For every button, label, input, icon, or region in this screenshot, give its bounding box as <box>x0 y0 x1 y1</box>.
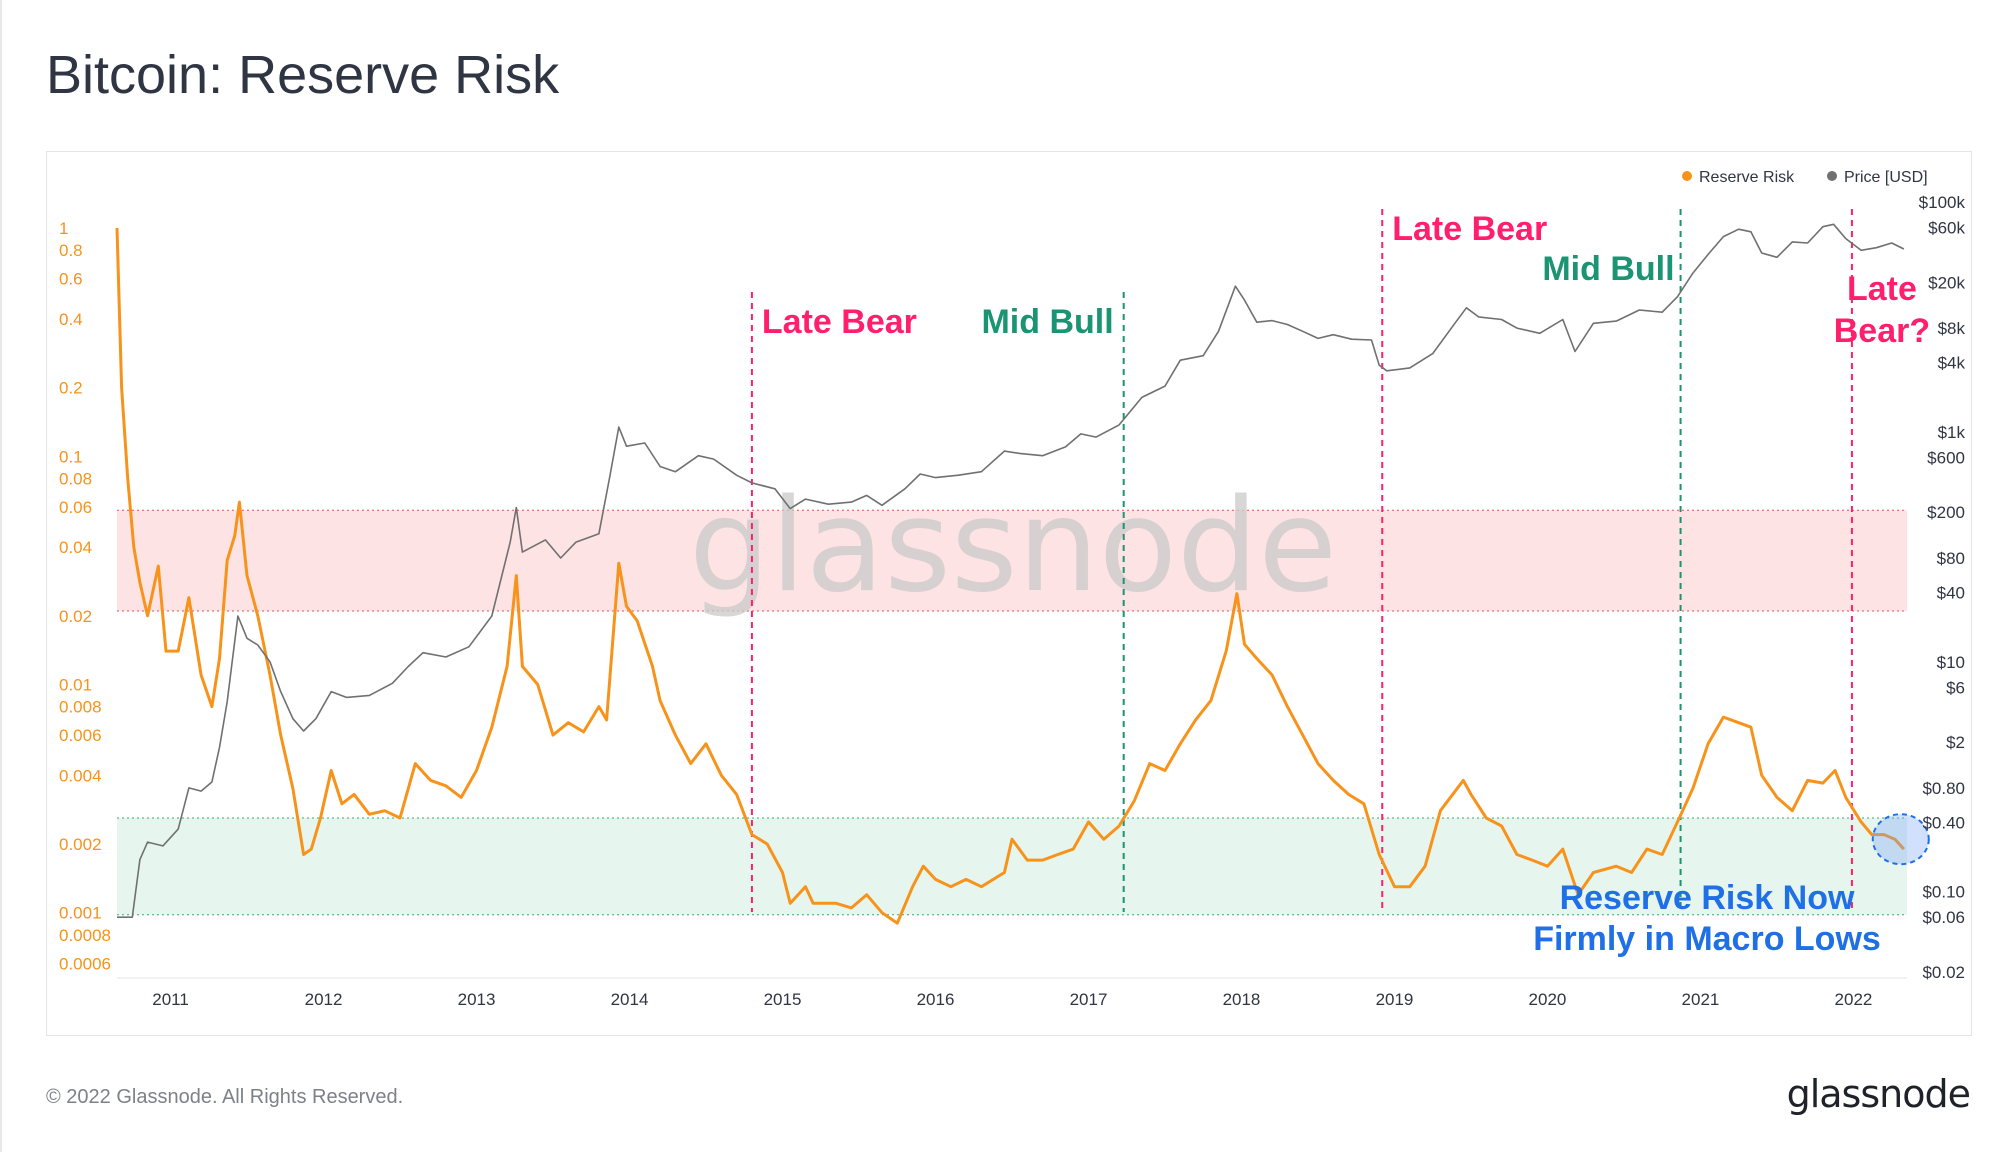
y-right-tick-label: $200 <box>1927 503 1965 522</box>
y-right-tick-label: $4k <box>1938 354 1966 373</box>
annotation-label-reserve-risk-line2: Firmly in Macro Lows <box>1533 920 1881 958</box>
y-right-tick-label: $0.80 <box>1922 779 1965 798</box>
y-right-tick-label: $20k <box>1928 273 1965 292</box>
chart-frame: glassnode 1 0.8 0.6 0.4 0.2 0.1 0.08 0.06 0.04 0.… <box>46 151 1972 1036</box>
y-left-tick-label: 0.008 <box>59 698 102 717</box>
axes-layer: 1 0.8 0.6 0.4 0.2 0.1 0.08 0.06 0.04 0.02 0.01 0.00… <box>59 193 1965 1009</box>
y-right-tick-label: $60k <box>1928 218 1965 237</box>
y-left-tick-label: 0.06 <box>59 498 92 517</box>
x-tick-label: 2018 <box>1223 990 1261 1009</box>
annotation-label-late-bear-q-line1: Late <box>1847 270 1917 308</box>
page-left-border <box>0 0 2 1152</box>
low-risk-band <box>117 818 1907 915</box>
y-left-tick-label: 0.0006 <box>59 954 111 973</box>
y-left-tick-label: 0.002 <box>59 835 102 854</box>
x-tick-label: 2021 <box>1682 990 1720 1009</box>
y-left-tick-label: 0.006 <box>59 726 102 745</box>
annotation-lines-layer <box>750 209 1853 912</box>
y-right-tick-label: $8k <box>1938 319 1966 338</box>
y-right-tick-label: $40 <box>1937 584 1965 603</box>
annotation-label-reserve-risk-line1: Reserve Risk Now <box>1560 879 1855 917</box>
y-right-tick-label: $6 <box>1946 678 1965 697</box>
y-right-tick-label: $1k <box>1938 423 1966 442</box>
x-tick-label: 2022 <box>1835 990 1873 1009</box>
annotation-label-late-bear-2018: Late Bear <box>1392 210 1547 248</box>
current-value-highlight <box>1871 813 1930 866</box>
y-left-tick-label: 0.8 <box>59 241 83 260</box>
x-tick-label: 2020 <box>1529 990 1567 1009</box>
legend: Reserve Risk Price [USD] <box>1682 169 1928 186</box>
y-left-tick-label: 0.2 <box>59 379 83 398</box>
x-tick-label: 2014 <box>611 990 649 1009</box>
y-right-tick-label: $0.02 <box>1922 963 1965 982</box>
legend-marker <box>1827 171 1837 181</box>
y-left-tick-label: 0.6 <box>59 270 83 289</box>
y-left-tick-label: 0.004 <box>59 766 102 785</box>
y-right-tick-label: $100k <box>1919 193 1966 212</box>
x-tick-label: 2016 <box>917 990 955 1009</box>
price-series-line <box>117 223 1905 918</box>
x-tick-label: 2013 <box>458 990 496 1009</box>
annotation-label-mid-bull-2020: Mid Bull <box>1542 250 1674 288</box>
watermark: glassnode <box>689 472 1337 621</box>
x-tick-label: 2019 <box>1376 990 1414 1009</box>
y-left-tick-label: 0.04 <box>59 538 92 557</box>
y-left-tick-label: 0.4 <box>59 310 83 329</box>
y-right-tick-label: $0.06 <box>1922 908 1965 927</box>
y-right-tick-label: $80 <box>1937 549 1965 568</box>
reserve-risk-series-line <box>115 227 1906 925</box>
y-left-tick-label: 0.0008 <box>59 926 111 945</box>
annotation-label-mid-bull-2017: Mid Bull <box>981 303 1113 341</box>
reserve-risk-chart: glassnode 1 0.8 0.6 0.4 0.2 0.1 0.08 0.06 0.04 0.… <box>59 169 1965 1009</box>
high-risk-band <box>117 510 1907 611</box>
x-tick-label: 2017 <box>1070 990 1108 1009</box>
annotation-label-late-bear-2014: Late Bear <box>762 303 917 341</box>
y-right-tick-label: $0.40 <box>1922 813 1965 832</box>
bands-layer <box>117 509 1907 916</box>
y-left-tick-label: 0.02 <box>59 607 92 626</box>
x-tick-label: 2012 <box>305 990 343 1009</box>
annotation-label-late-bear-q-line2: Bear? <box>1834 312 1930 350</box>
y-left-tick-label: 0.01 <box>59 675 92 694</box>
legend-label: Price [USD] <box>1844 169 1928 186</box>
y-right-tick-label: $600 <box>1927 448 1965 467</box>
x-tick-label: 2015 <box>764 990 802 1009</box>
y-right-tick-label: $0.10 <box>1922 883 1965 902</box>
page-title: Bitcoin: Reserve Risk <box>46 45 560 105</box>
y-right-tick-label: $10 <box>1937 653 1965 672</box>
x-tick-label: 2011 <box>152 990 189 1009</box>
legend-label: Reserve Risk <box>1699 169 1795 186</box>
series-layer <box>115 223 1930 925</box>
y-right-tick-label: $2 <box>1946 733 1965 752</box>
y-left-tick-label: 0.1 <box>59 447 83 466</box>
legend-marker <box>1682 171 1692 181</box>
y-left-tick-label: 0.08 <box>59 469 92 488</box>
y-left-tick-label: 1 <box>59 219 68 238</box>
copyright-text: © 2022 Glassnode. All Rights Reserved. <box>46 1086 404 1108</box>
y-left-tick-label: 0.001 <box>59 904 102 923</box>
glassnode-logo: glassnode <box>1786 1072 1971 1116</box>
